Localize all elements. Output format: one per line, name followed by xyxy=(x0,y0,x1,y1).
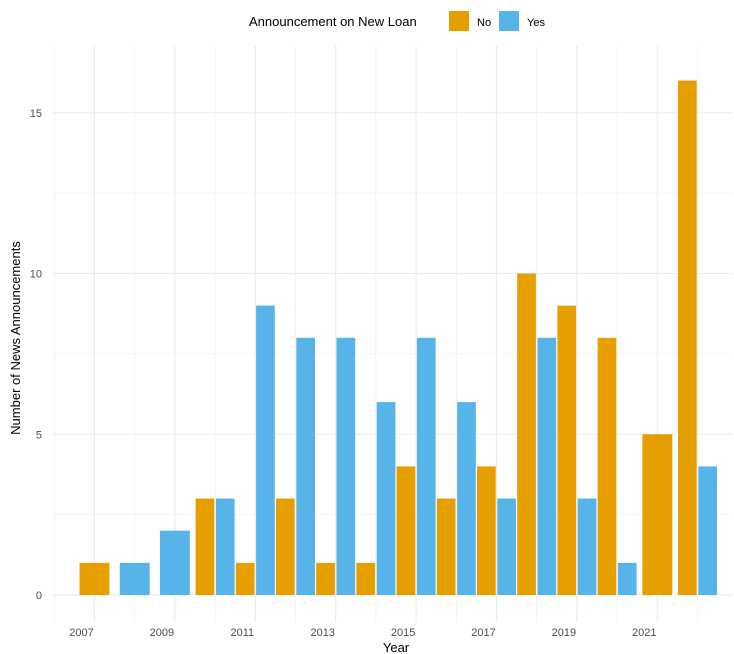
x-axis-title: Year xyxy=(383,640,410,654)
bar-yes-2011 xyxy=(256,305,275,595)
bar-no-2017 xyxy=(477,466,496,595)
bar-no-2010 xyxy=(195,498,215,595)
bars xyxy=(79,80,717,596)
bar-yes-2022 xyxy=(698,466,717,595)
bar-yes-2016 xyxy=(457,402,476,595)
bar-yes-2015 xyxy=(416,337,436,595)
y-tick-label: 0 xyxy=(36,590,42,602)
bar-no-2012 xyxy=(276,498,295,595)
x-tick-label: 2017 xyxy=(471,627,495,639)
bar-yes-2008 xyxy=(119,562,150,595)
bar-no-2019 xyxy=(557,305,577,595)
bar-yes-2010 xyxy=(215,498,235,595)
y-axis-ticks: 0 5 10 15 xyxy=(30,108,42,602)
legend-swatch-yes xyxy=(499,11,519,31)
bar-yes-2014 xyxy=(376,402,396,595)
x-tick-label: 2009 xyxy=(150,627,174,639)
y-axis-title: Number of News Announcements xyxy=(8,241,23,435)
bar-yes-2012 xyxy=(296,337,315,595)
legend-swatch-no xyxy=(449,11,469,31)
y-tick-label: 10 xyxy=(30,269,42,281)
bar-no-2013 xyxy=(316,562,335,595)
bar-yes-2019 xyxy=(577,498,597,595)
x-tick-label: 2015 xyxy=(391,627,415,639)
y-tick-label: 5 xyxy=(36,429,42,441)
x-tick-label: 2007 xyxy=(69,627,93,639)
legend-label-yes: Yes xyxy=(527,17,545,29)
x-tick-label: 2019 xyxy=(552,627,576,639)
legend-title: Announcement on New Loan xyxy=(249,14,417,29)
bar-yes-2017 xyxy=(497,498,516,595)
bar-no-2022 xyxy=(678,80,697,596)
bar-no-2020 xyxy=(597,337,617,595)
bar-no-2011 xyxy=(235,562,255,595)
x-axis-ticks: 2007 2009 2011 2013 2015 2017 2019 2021 xyxy=(69,627,656,639)
x-tick-label: 2021 xyxy=(632,627,656,639)
legend-label-no: No xyxy=(477,17,491,29)
bar-yes-2009 xyxy=(159,530,190,595)
bar-no-2007 xyxy=(79,562,110,595)
bar-no-2016 xyxy=(436,498,456,595)
y-tick-label: 15 xyxy=(30,108,42,120)
bar-no-2014 xyxy=(356,562,376,595)
bar-yes-2018 xyxy=(537,337,557,595)
x-tick-label: 2013 xyxy=(310,627,334,639)
x-tick-label: 2011 xyxy=(230,627,254,639)
bar-no-2021 xyxy=(642,434,673,595)
legend: Announcement on New Loan No Yes xyxy=(249,11,545,31)
bar-no-2015 xyxy=(396,466,416,595)
bar-no-2018 xyxy=(517,273,536,595)
bar-yes-2013 xyxy=(336,337,356,595)
bar-yes-2020 xyxy=(617,562,637,595)
